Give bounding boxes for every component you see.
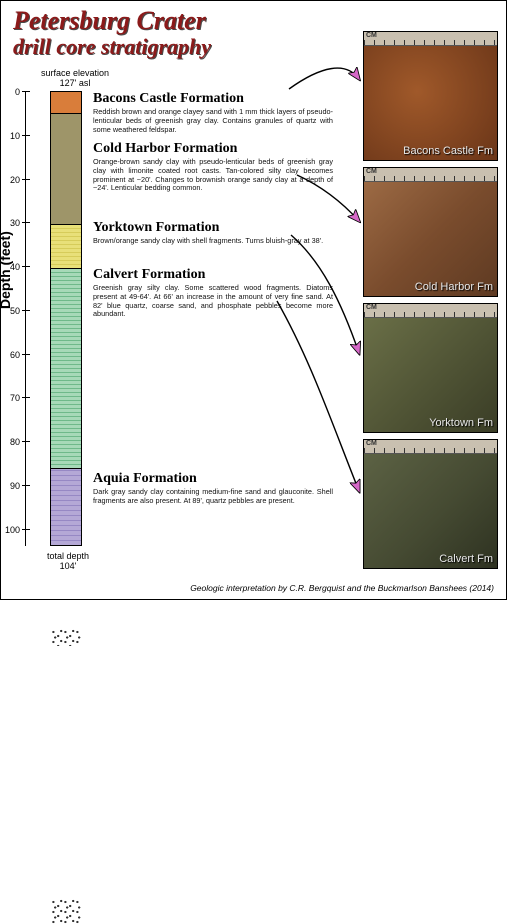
y-tick-label: 30 — [10, 218, 20, 228]
y-axis: 0102030405060708090100 — [25, 91, 26, 546]
y-tick-label: 90 — [10, 481, 20, 491]
ruler-scale: CM — [364, 168, 497, 182]
ruler-scale: CM — [364, 304, 497, 318]
formation-calvert: Calvert FormationGreenish gray silty cla… — [93, 267, 333, 319]
y-tick: 40 — [22, 266, 30, 267]
formation-description: Reddish brown and orange clayey sand wit… — [93, 108, 333, 134]
stratigraphic-column — [50, 91, 82, 546]
y-tick-label: 0 — [15, 87, 20, 97]
y-tick: 70 — [22, 397, 30, 398]
formation-aquia: Aquia FormationDark gray sandy clay cont… — [93, 471, 333, 506]
ruler-label: CM — [366, 440, 377, 447]
connector-arrow — [289, 68, 359, 89]
layer-cold-harbor — [51, 114, 81, 225]
formation-header: Calvert Formation — [93, 267, 333, 283]
y-tick: 30 — [22, 222, 30, 223]
layer-yorktown — [51, 225, 81, 269]
core-photo: CM Bacons Castle Fm — [363, 31, 498, 161]
y-tick: 60 — [22, 354, 30, 355]
ruler-scale: CM — [364, 32, 497, 46]
y-tick: 50 — [22, 310, 30, 311]
formation-description: Orange-brown sandy clay with pseudo-lent… — [93, 158, 333, 193]
y-tick-label: 70 — [10, 393, 20, 403]
title-sub: drill core stratigraphy — [13, 34, 211, 60]
y-tick-label: 40 — [10, 262, 20, 272]
y-tick: 80 — [22, 441, 30, 442]
y-tick: 90 — [22, 485, 30, 486]
total-depth-label: total depth 104' — [39, 551, 97, 572]
layer-bacons-castle — [51, 92, 81, 114]
y-tick-label: 60 — [10, 350, 20, 360]
y-tick: 20 — [22, 179, 30, 180]
formation-yorktown: Yorktown FormationBrown/orange sandy cla… — [93, 220, 333, 246]
ruler-label: CM — [366, 32, 377, 39]
photo-label: Yorktown Fm — [429, 417, 493, 429]
photo-label: Calvert Fm — [439, 553, 493, 565]
formation-coldharbor: Cold Harbor FormationOrange-brown sandy … — [93, 141, 333, 193]
photo-label: Bacons Castle Fm — [403, 145, 493, 157]
total-depth-line1: total depth — [39, 551, 97, 561]
photo-sample — [364, 46, 497, 160]
title-block: Petersburg Crater drill core stratigraph… — [13, 7, 211, 60]
y-tick-label: 80 — [10, 437, 20, 447]
connector-arrow — [277, 301, 359, 491]
total-depth-line2: 104' — [39, 561, 97, 571]
y-tick: 10 — [22, 135, 30, 136]
credit-line: Geologic interpretation by C.R. Bergquis… — [190, 583, 494, 593]
photo-sample — [364, 182, 497, 296]
pebble-texture — [51, 899, 81, 924]
y-tick-label: 100 — [5, 525, 20, 535]
formation-description: Dark gray sandy clay containing medium-f… — [93, 488, 333, 506]
core-photo: CM Yorktown Fm — [363, 303, 498, 433]
y-tick-label: 50 — [10, 306, 20, 316]
formation-header: Yorktown Formation — [93, 220, 333, 236]
formation-description: Brown/orange sandy clay with shell fragm… — [93, 237, 333, 246]
ruler-label: CM — [366, 168, 377, 175]
surface-label-line2: 127' asl — [41, 79, 109, 89]
y-tick-label: 20 — [10, 175, 20, 185]
formation-header: Cold Harbor Formation — [93, 141, 333, 157]
ruler-label: CM — [366, 304, 377, 311]
photo-sample — [364, 454, 497, 568]
surface-elevation-label: surface elevation 127' asl — [41, 69, 109, 89]
layer-aquia — [51, 469, 81, 546]
formation-bacons: Bacons Castle FormationReddish brown and… — [93, 91, 333, 134]
formation-header: Bacons Castle Formation — [93, 91, 333, 107]
y-tick: 100 — [22, 529, 30, 530]
photo-label: Cold Harbor Fm — [415, 281, 493, 293]
layer-calvert — [51, 269, 81, 469]
y-tick-label: 10 — [10, 131, 20, 141]
core-photo: CM Cold Harbor Fm — [363, 167, 498, 297]
photo-sample — [364, 318, 497, 432]
y-tick: 0 — [22, 91, 30, 92]
pebble-texture — [51, 629, 81, 646]
formation-header: Aquia Formation — [93, 471, 333, 487]
ruler-scale: CM — [364, 440, 497, 454]
title-main: Petersburg Crater — [13, 7, 211, 34]
core-photo: CM Calvert Fm — [363, 439, 498, 569]
formation-description: Greenish gray silty clay. Some scattered… — [93, 284, 333, 319]
